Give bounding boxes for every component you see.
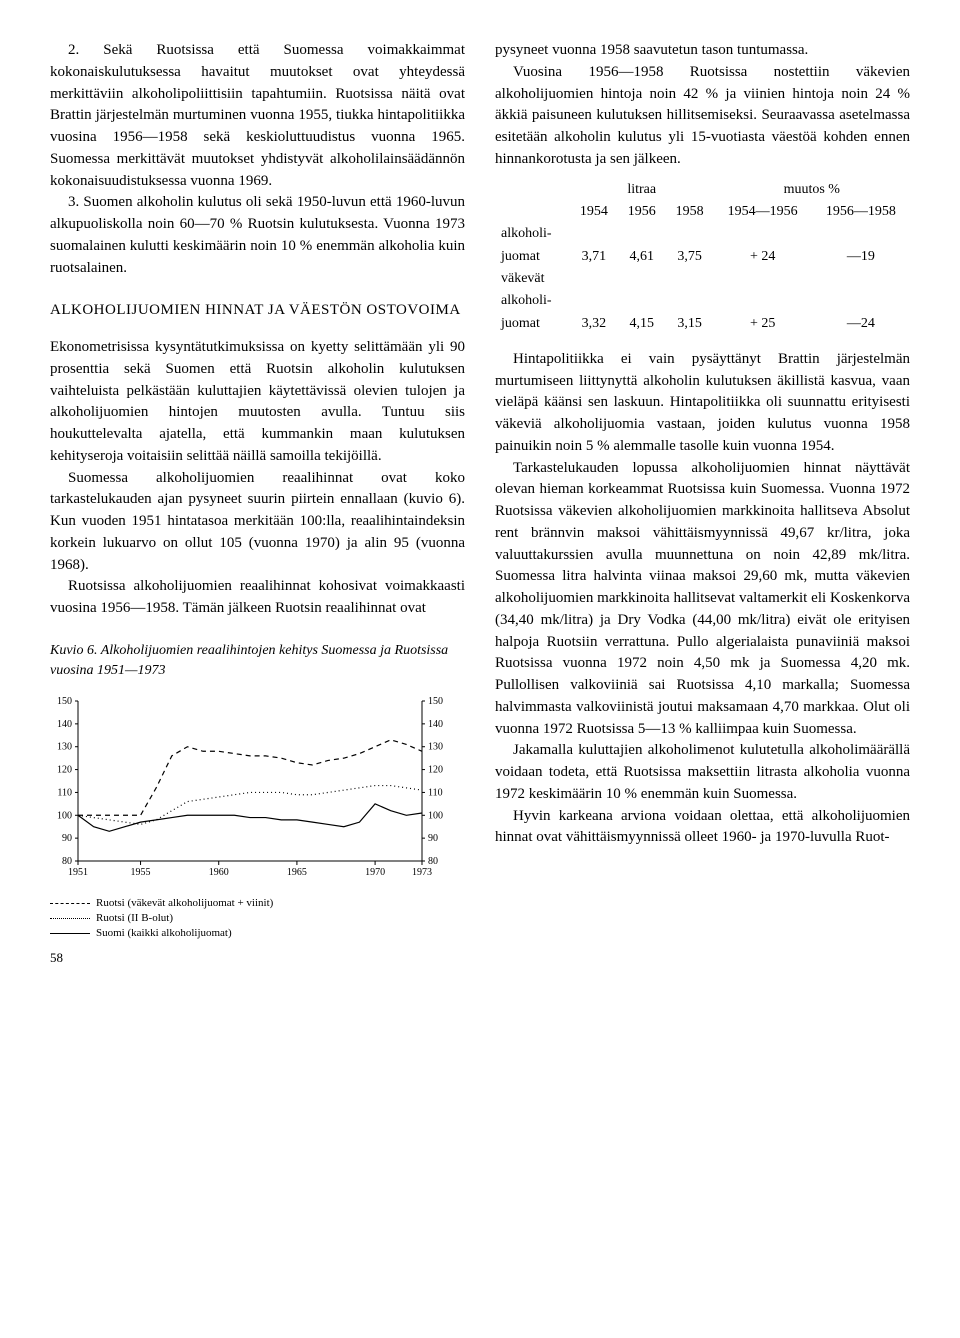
svg-text:90: 90	[62, 833, 72, 844]
para: Hintapolitiikka ei vain pysäyttänyt Brat…	[495, 349, 910, 458]
svg-text:1955: 1955	[131, 867, 151, 878]
para: pysyneet vuonna 1958 saavutetun tason tu…	[495, 40, 910, 62]
svg-text:150: 150	[428, 696, 443, 707]
para: Suomessa alkoholijuomien reaalihinnat ov…	[50, 468, 465, 577]
legend-line-solid	[50, 933, 90, 934]
svg-text:140: 140	[428, 718, 443, 729]
consumption-table: litraa muutos % 1954 1956 1958 1954—1956…	[495, 179, 910, 335]
line-chart-svg: 80 80 90 90 100 100 110 110 120 120 130 130 140 140 15…	[50, 693, 450, 883]
svg-text:150: 150	[57, 696, 72, 707]
para: Hyvin karkeana arviona voidaan olettaa, …	[495, 806, 910, 850]
chart-kuvio-6: 80 80 90 90 100 100 110 110 120 120 130 130 140 140 15…	[50, 693, 465, 941]
legend-line-dash	[50, 903, 90, 904]
svg-text:1970: 1970	[365, 867, 385, 878]
right-column: pysyneet vuonna 1958 saavutetun tason tu…	[495, 40, 910, 968]
svg-text:1960: 1960	[209, 867, 229, 878]
svg-text:100: 100	[57, 810, 72, 821]
chart-legend: Ruotsi (väkevät alkoholijuomat + viinit)…	[50, 896, 465, 941]
figure-caption: Kuvio 6. Alkoholijuomien reaalihintojen …	[50, 641, 465, 682]
para: Jakamalla kuluttajien alkoholimenot kulu…	[495, 740, 910, 805]
svg-text:120: 120	[57, 764, 72, 775]
svg-text:100: 100	[428, 810, 443, 821]
para: Ruotsissa alkoholijuomien reaalihinnat k…	[50, 576, 465, 620]
svg-text:1973: 1973	[412, 867, 432, 878]
para: Vuosina 1956—1958 Ruotsissa nostettiin v…	[495, 62, 910, 171]
para: 2. Sekä Ruotsissa että Suomessa voimakka…	[50, 40, 465, 192]
svg-text:1965: 1965	[287, 867, 307, 878]
svg-text:130: 130	[428, 741, 443, 752]
legend-line-dot	[50, 918, 90, 919]
svg-text:120: 120	[428, 764, 443, 775]
para: Tarkastelukauden lopussa alkoholijuomien…	[495, 458, 910, 741]
page-number: 58	[50, 949, 465, 968]
svg-text:80: 80	[428, 856, 438, 867]
svg-text:90: 90	[428, 833, 438, 844]
svg-text:80: 80	[62, 856, 72, 867]
para: 3. Suomen alkoholin kulutus oli sekä 195…	[50, 192, 465, 279]
svg-text:130: 130	[57, 741, 72, 752]
svg-text:140: 140	[57, 718, 72, 729]
section-heading: ALKOHOLIJUOMIEN HINNAT JA VÄESTÖN OSTOVO…	[50, 300, 465, 322]
svg-text:110: 110	[428, 787, 443, 798]
para: Ekonometrisissa kysyntätutkimuksissa on …	[50, 337, 465, 468]
svg-text:1951: 1951	[68, 867, 88, 878]
svg-text:110: 110	[57, 787, 72, 798]
left-column: 2. Sekä Ruotsissa että Suomessa voimakka…	[50, 40, 465, 968]
